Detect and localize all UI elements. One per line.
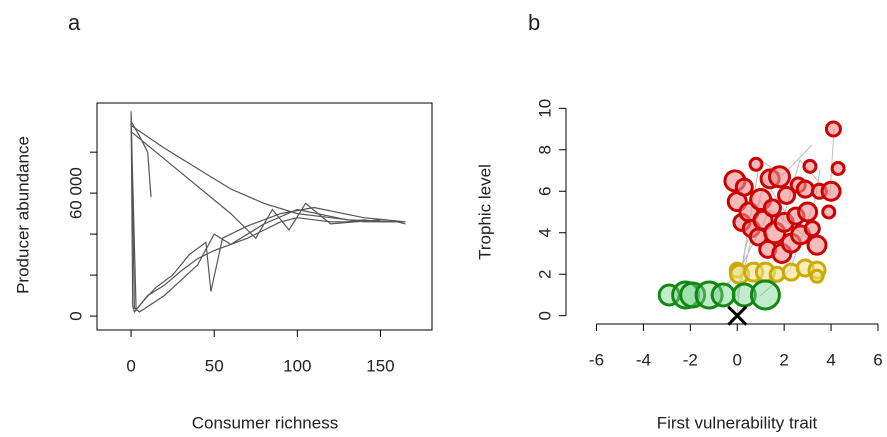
species-node <box>806 234 828 256</box>
trajectory <box>130 115 398 313</box>
cross-stroke <box>727 305 748 326</box>
species-node <box>762 198 782 218</box>
species-node <box>797 201 819 223</box>
species-node <box>802 158 818 174</box>
species-node <box>821 204 837 220</box>
species-node <box>830 160 846 176</box>
species-node <box>731 282 757 308</box>
x-tick-label: -4 <box>636 350 651 369</box>
x-tick-label: -6 <box>589 350 604 369</box>
plot-frame <box>96 102 433 331</box>
y-tick-label: 10 <box>535 99 554 118</box>
trajectory <box>130 111 406 314</box>
species-node <box>767 165 791 189</box>
x-tick-label: 100 <box>283 356 311 375</box>
x-tick-label: 150 <box>366 356 394 375</box>
x-tick-label: 0 <box>733 350 742 369</box>
species-node <box>671 280 701 310</box>
trajectory <box>130 119 406 312</box>
y-tick-label: 60 000 <box>66 167 85 219</box>
y-tick-label: 6 <box>535 187 554 196</box>
origin-cross <box>727 305 748 326</box>
x-tick-label: 2 <box>779 350 788 369</box>
x-tick-label: -2 <box>683 350 698 369</box>
x-axis-title: First vulnerability trait <box>657 413 818 432</box>
species-node <box>809 268 825 284</box>
species-node <box>777 185 797 205</box>
y-tick-label: 0 <box>66 311 85 320</box>
x-axis-title: Consumer richness <box>192 413 338 432</box>
y-axis-title: Producer abundance <box>13 136 32 294</box>
species-node <box>820 180 842 202</box>
x-tick-label: 6 <box>873 350 882 369</box>
y-tick-label: 4 <box>535 228 554 237</box>
y-tick-label: 8 <box>535 145 554 154</box>
x-tick-label: 0 <box>126 356 135 375</box>
x-tick-label: 4 <box>826 350 835 369</box>
trajectory <box>130 131 381 240</box>
species-node <box>803 220 821 238</box>
species-node <box>749 279 781 311</box>
species-node <box>824 120 842 138</box>
panel-label: a <box>68 10 81 35</box>
y-tick-label: 2 <box>535 269 554 278</box>
species-node <box>734 177 754 197</box>
y-axis-title: Trophic level <box>475 164 494 260</box>
species-node <box>795 179 815 199</box>
trajectory <box>130 125 406 223</box>
panel-label: b <box>528 10 540 35</box>
species-node <box>748 156 764 172</box>
x-tick-label: 50 <box>205 356 224 375</box>
species-node <box>710 282 736 308</box>
y-tick-label: 0 <box>535 311 554 320</box>
